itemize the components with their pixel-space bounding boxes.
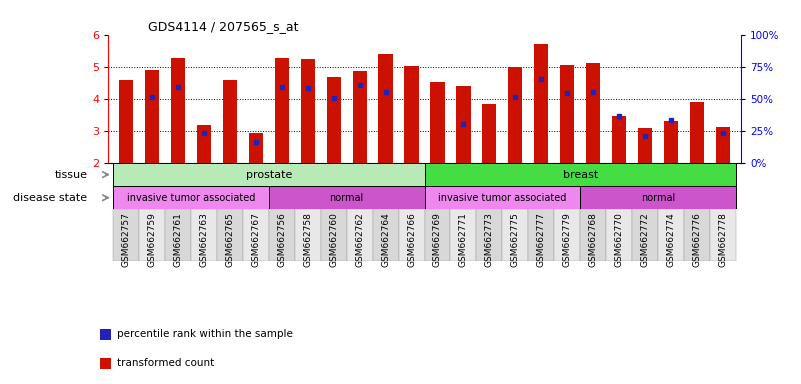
Bar (191, 209, 217, 261)
Bar (379, 55, 392, 163)
Bar (586, 63, 600, 163)
Text: GSM662762: GSM662762 (355, 212, 364, 266)
Bar (249, 132, 263, 163)
Text: GSM662778: GSM662778 (718, 212, 727, 267)
Bar (347, 209, 372, 261)
Bar (139, 209, 165, 261)
Bar (399, 209, 425, 261)
Bar (690, 102, 704, 163)
Text: GSM662767: GSM662767 (252, 212, 260, 267)
Text: GSM662770: GSM662770 (614, 212, 623, 267)
Bar (217, 209, 243, 261)
Bar (197, 126, 211, 163)
Bar (710, 209, 736, 261)
Bar (425, 163, 736, 186)
Text: GSM662774: GSM662774 (666, 212, 675, 266)
Text: invasive tumor associated: invasive tumor associated (438, 193, 566, 203)
Bar (482, 104, 497, 163)
Bar (684, 209, 710, 261)
Text: GSM662756: GSM662756 (277, 212, 287, 267)
Text: GSM662757: GSM662757 (122, 212, 131, 267)
Bar (457, 86, 470, 163)
Bar (425, 186, 580, 209)
Bar (295, 209, 320, 261)
Bar (534, 43, 549, 163)
Text: prostate: prostate (246, 170, 292, 180)
Text: disease state: disease state (14, 193, 87, 203)
Text: GDS4114 / 207565_s_at: GDS4114 / 207565_s_at (148, 20, 299, 33)
Bar (113, 163, 425, 186)
Bar (580, 209, 606, 261)
Text: GSM662779: GSM662779 (562, 212, 572, 267)
Bar (405, 66, 419, 163)
Text: percentile rank within the sample: percentile rank within the sample (117, 329, 293, 339)
Text: GSM662775: GSM662775 (511, 212, 520, 267)
Bar (320, 209, 347, 261)
Text: GSM662761: GSM662761 (174, 212, 183, 267)
Bar (632, 209, 658, 261)
Bar (119, 81, 134, 163)
Text: GSM662758: GSM662758 (304, 212, 312, 267)
Bar (554, 209, 580, 261)
Text: GSM662771: GSM662771 (459, 212, 468, 267)
Bar (243, 209, 269, 261)
Bar (430, 82, 445, 163)
Text: GSM662760: GSM662760 (329, 212, 338, 267)
Text: GSM662776: GSM662776 (692, 212, 702, 267)
Bar (580, 186, 736, 209)
Bar (269, 186, 425, 209)
Text: GSM662759: GSM662759 (147, 212, 157, 267)
Bar (638, 128, 652, 163)
Text: transformed count: transformed count (117, 358, 214, 368)
Text: breast: breast (562, 170, 598, 180)
Bar (372, 209, 399, 261)
Text: GSM662763: GSM662763 (199, 212, 208, 267)
Bar (352, 71, 367, 163)
Bar (113, 186, 269, 209)
Text: normal: normal (329, 193, 364, 203)
Bar (612, 116, 626, 163)
Bar (529, 209, 554, 261)
Text: invasive tumor associated: invasive tumor associated (127, 193, 256, 203)
Bar (145, 70, 159, 163)
Bar (508, 67, 522, 163)
Bar (606, 209, 632, 261)
Text: normal: normal (641, 193, 675, 203)
Text: GSM662766: GSM662766 (407, 212, 416, 267)
Bar (327, 77, 341, 163)
Text: GSM662764: GSM662764 (381, 212, 390, 266)
Text: GSM662777: GSM662777 (537, 212, 545, 267)
Bar (658, 209, 684, 261)
Text: GSM662772: GSM662772 (641, 212, 650, 266)
Bar (715, 127, 730, 163)
Text: GSM662769: GSM662769 (433, 212, 442, 267)
Bar (300, 59, 315, 163)
Bar (113, 209, 139, 261)
Bar (450, 209, 477, 261)
Bar (223, 81, 237, 163)
Bar (477, 209, 502, 261)
Bar (269, 209, 295, 261)
Text: tissue: tissue (54, 170, 87, 180)
Bar (560, 65, 574, 163)
Bar (664, 121, 678, 163)
Text: GSM662773: GSM662773 (485, 212, 494, 267)
Text: GSM662765: GSM662765 (226, 212, 235, 267)
Bar (171, 58, 185, 163)
Text: GSM662768: GSM662768 (589, 212, 598, 267)
Bar (165, 209, 191, 261)
Bar (425, 209, 450, 261)
Bar (502, 209, 529, 261)
Bar (275, 58, 289, 163)
